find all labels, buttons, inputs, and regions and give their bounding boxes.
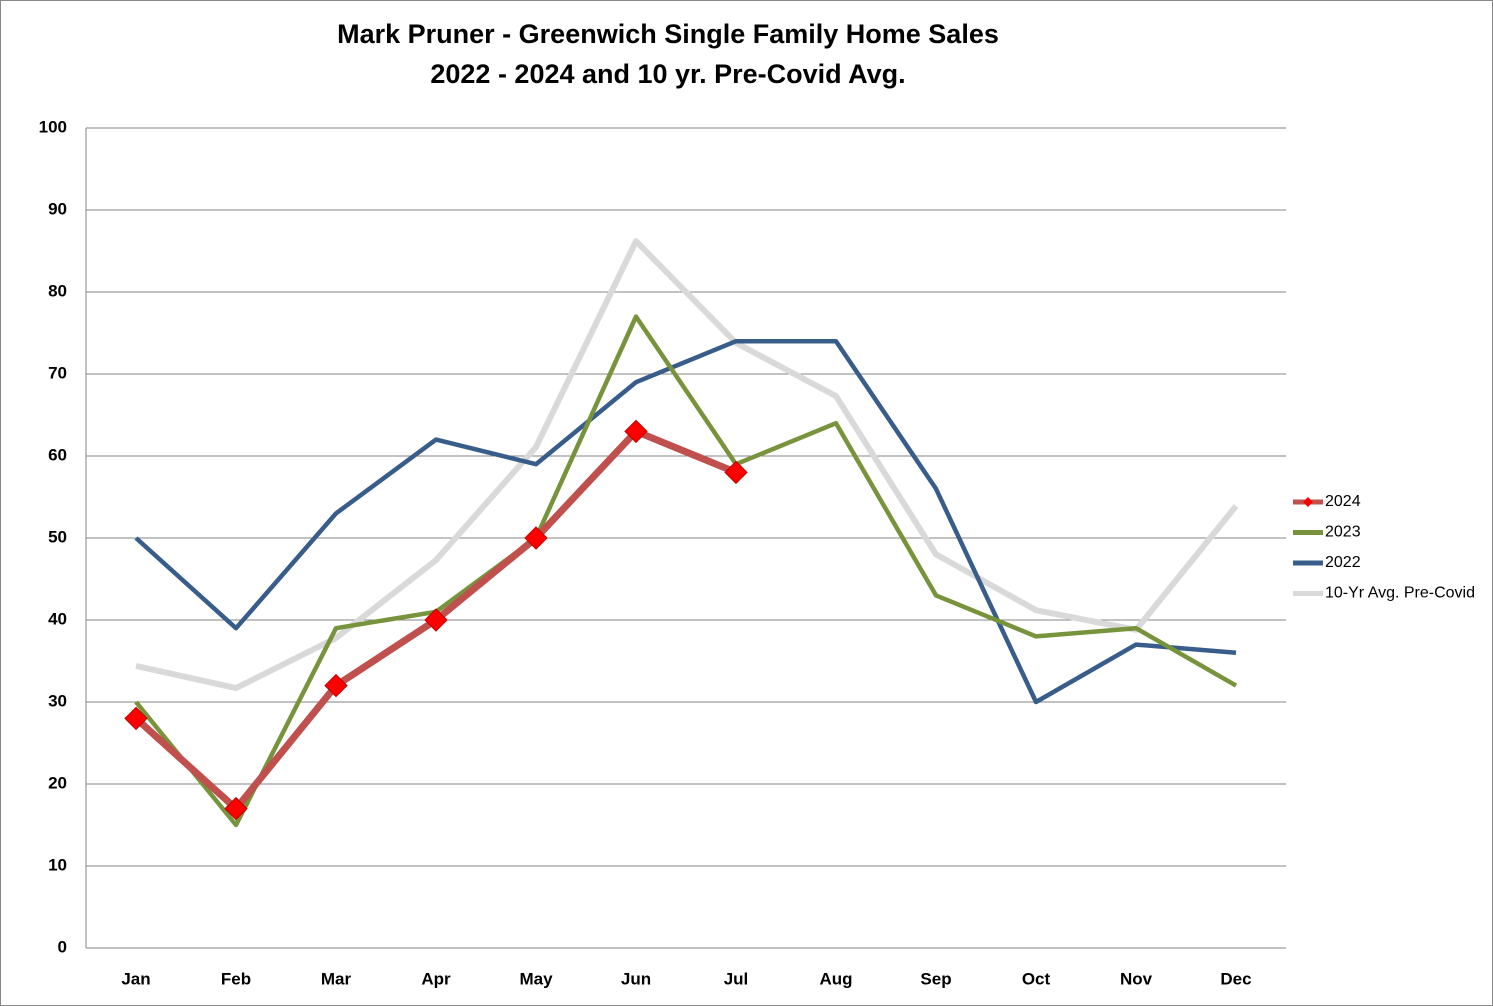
- y-tick-label: 80: [48, 281, 67, 300]
- y-tick-label: 30: [48, 691, 67, 710]
- data-point: [724, 460, 748, 485]
- data-point: [124, 706, 148, 731]
- legend-marker: [1303, 497, 1313, 507]
- series-line: [134, 314, 1238, 828]
- y-tick-label: 50: [48, 527, 67, 546]
- x-tick-label: Aug: [819, 969, 852, 988]
- x-tick-label: Mar: [321, 969, 352, 988]
- y-tick-label: 20: [48, 773, 67, 792]
- legend-label: 10-Yr Avg. Pre-Covid: [1325, 585, 1475, 602]
- y-tick-label: 70: [48, 363, 67, 382]
- y-tick-label: 0: [58, 937, 67, 956]
- x-tick-label: Nov: [1120, 969, 1153, 988]
- x-tick-label: Oct: [1022, 969, 1051, 988]
- y-tick-label: 10: [48, 855, 67, 874]
- series-line: [134, 338, 1237, 705]
- x-tick-label: Sep: [920, 969, 951, 988]
- data-point: [224, 796, 248, 821]
- legend-label: 2022: [1325, 554, 1361, 571]
- x-tick-label: Dec: [1220, 969, 1251, 988]
- x-tick-label: May: [519, 969, 553, 988]
- y-tick-label: 40: [48, 609, 67, 628]
- chart-subtitle: 2022 - 2024 and 10 yr. Pre-Covid Avg.: [430, 59, 905, 89]
- x-tick-label: Jun: [621, 969, 651, 988]
- data-point: [324, 673, 348, 698]
- data-point: [624, 419, 648, 444]
- series-line: [135, 238, 1239, 692]
- data-point: [524, 526, 548, 550]
- x-tick-label: Apr: [421, 969, 451, 988]
- data-point: [424, 608, 448, 632]
- y-tick-label: 100: [39, 117, 67, 136]
- legend-label: 2024: [1325, 493, 1361, 510]
- x-tick-label: Jan: [121, 969, 150, 988]
- x-tick-label: Jul: [724, 969, 749, 988]
- x-tick-label: Feb: [221, 969, 251, 988]
- y-tick-label: 60: [48, 445, 67, 464]
- legend-label: 2023: [1325, 524, 1361, 541]
- y-tick-label: 90: [48, 199, 67, 218]
- chart-title: Mark Pruner - Greenwich Single Family Ho…: [337, 19, 999, 49]
